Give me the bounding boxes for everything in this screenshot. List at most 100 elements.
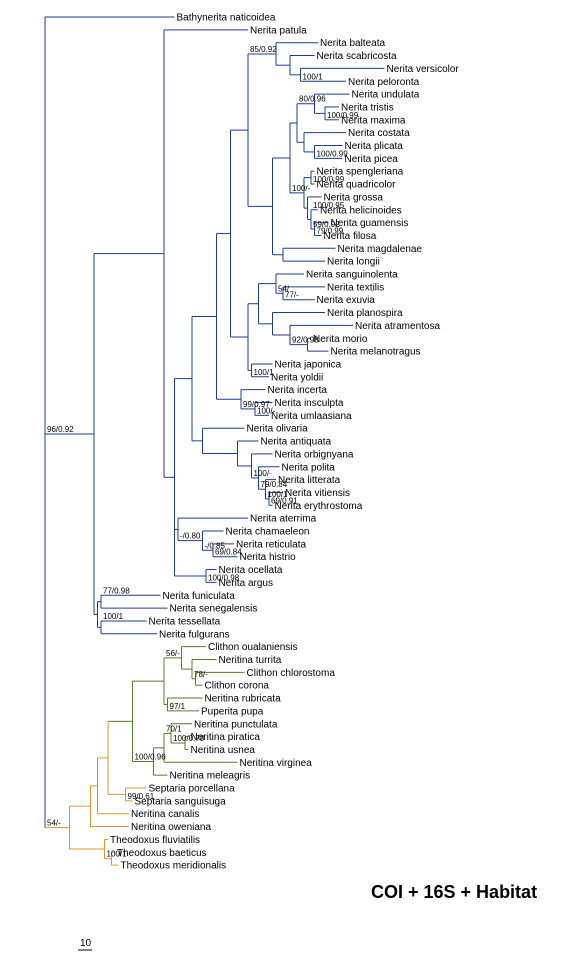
taxon-label: Neritina canalis xyxy=(131,809,199,820)
support-value: 100/1 xyxy=(254,368,275,377)
tree-branches xyxy=(44,16,385,866)
taxon-label: Nerita histrio xyxy=(240,552,297,563)
taxon-label: Nerita umlaasiana xyxy=(271,411,352,422)
taxon-label: Nerita chamaeleon xyxy=(226,527,310,538)
taxon-label: Neritina oweniana xyxy=(131,822,211,833)
taxon-label: Nerita filosa xyxy=(324,231,377,242)
support-value: 54/ xyxy=(278,284,290,293)
taxon-label: Nerita argus xyxy=(219,578,273,589)
taxon-label: Theodoxus fluviatilis xyxy=(110,835,200,846)
taxon-label: Nerita orbignyana xyxy=(275,449,354,460)
taxon-label: Bathynerita naticoidea xyxy=(177,13,276,24)
support-value: 100/1 xyxy=(303,72,324,81)
taxon-label: Nerita undulata xyxy=(352,90,420,101)
taxon-label: Nerita grossa xyxy=(324,192,384,203)
taxon-label: Nerita textilis xyxy=(327,282,384,293)
support-value: 85/0.92 xyxy=(250,45,277,54)
taxon-label: Nerita costata xyxy=(348,128,410,139)
taxon-label: Clithon corona xyxy=(205,681,270,692)
taxon-label: Nerita japonica xyxy=(275,359,342,370)
taxon-label: Nerita ocellata xyxy=(219,565,283,576)
support-value: 100/1 xyxy=(268,490,289,499)
support-value: -/0.85 xyxy=(205,541,226,550)
taxon-label: Nerita guamensis xyxy=(331,218,409,229)
support-value: 100/- xyxy=(292,184,311,193)
taxon-label: Neritina turrita xyxy=(219,655,282,666)
support-value: 54/- xyxy=(47,819,61,828)
support-value: 99/0.61 xyxy=(128,792,155,801)
support-value: 100/0.95 xyxy=(313,201,345,210)
support-value: 100/1 xyxy=(107,850,128,859)
taxon-label: Nerita tessellata xyxy=(149,616,221,627)
taxon-label: Nerita funiculata xyxy=(163,591,236,602)
taxon-label: Nerita patula xyxy=(250,25,307,36)
taxon-label: Nerita plicata xyxy=(345,141,404,152)
support-value: 70/1 xyxy=(166,724,182,733)
support-value: 59/0.92 xyxy=(313,220,340,229)
taxon-label: Nerita insculpta xyxy=(275,398,344,409)
taxon-label: Nerita antiquata xyxy=(261,437,332,448)
taxon-label: Nerita litterata xyxy=(278,475,341,486)
support-value: 100/0.78 xyxy=(173,734,205,743)
support-value: 92/0.98 xyxy=(292,336,319,345)
support-value: 79/0.99 xyxy=(317,226,344,235)
taxon-label: Nerita senegalensis xyxy=(170,604,258,615)
taxon-label: Neritina usnea xyxy=(191,745,256,756)
taxon-label: Nerita peloronta xyxy=(348,77,420,88)
taxon-label: Septaria sanguisuga xyxy=(135,796,227,807)
taxon-label: Nerita erythrostoma xyxy=(275,501,363,512)
taxon-label: Nerita yoldii xyxy=(271,372,323,383)
taxon-label: Nerita picea xyxy=(345,154,399,165)
taxon-label: Neritina punctulata xyxy=(194,719,278,730)
taxon-label: Neritina piratica xyxy=(191,732,261,743)
taxon-label: Clithon chlorostoma xyxy=(247,668,336,679)
taxon-label: Theodoxus meridionalis xyxy=(121,861,227,872)
taxon-label: Nerita vitiensis xyxy=(285,488,350,499)
taxon-label: Nerita aterrima xyxy=(250,514,317,525)
support-value: 69/0.91 xyxy=(271,496,298,505)
taxon-label: Nerita versicolor xyxy=(387,64,460,75)
support-value: 69/0.84 xyxy=(215,548,242,557)
taxon-label: Nerita fulgurans xyxy=(159,629,230,640)
support-value: 100/- xyxy=(254,469,273,478)
taxon-label: Septaria porcellana xyxy=(149,784,236,795)
support-value: 97/1 xyxy=(170,702,186,711)
taxon-label: Neritina virginea xyxy=(240,758,313,769)
support-value: 79/0.84 xyxy=(261,480,288,489)
taxon-label: Neritina meleagris xyxy=(170,771,251,782)
taxon-label: Nerita balteata xyxy=(320,38,385,49)
support-value: 100/0.99 xyxy=(317,149,349,158)
taxon-label: Clithon oualaniensis xyxy=(208,642,298,653)
support-value: 96/0.92 xyxy=(47,425,74,434)
support-value: 99/0.97 xyxy=(243,400,270,409)
support-value: 56/- xyxy=(166,649,180,658)
taxon-label: Nerita olivaria xyxy=(247,424,309,435)
taxon-label: Nerita longii xyxy=(327,257,380,268)
support-value: 100/- xyxy=(257,406,276,415)
taxon-label: Nerita helicinoides xyxy=(320,205,402,216)
support-value: 100/0.99 xyxy=(313,175,345,184)
support-value: 100/0.96 xyxy=(135,752,167,761)
taxon-label: Nerita sanguinolenta xyxy=(306,270,398,281)
taxon-label: Nerita exuvia xyxy=(317,295,376,306)
support-value: 78/- xyxy=(194,670,208,679)
taxon-label: Nerita maxima xyxy=(341,115,406,126)
taxon-label: Nerita incerta xyxy=(268,385,328,396)
support-value: 100/1 xyxy=(103,612,124,621)
taxon-label: Nerita atramentosa xyxy=(355,321,440,332)
taxon-label: Nerita scabricosta xyxy=(317,51,397,62)
support-value: 100/0.98 xyxy=(208,573,240,582)
support-value: -/0.80 xyxy=(180,532,201,541)
taxon-label: Nerita quadricolor xyxy=(317,180,397,191)
taxon-label: Nerita planospira xyxy=(327,308,403,319)
taxon-label: Nerita morio xyxy=(313,334,368,345)
support-value: 77/- xyxy=(285,291,299,300)
taxon-label: Neritina rubricata xyxy=(205,694,282,705)
taxon-label: Puperita pupa xyxy=(201,706,264,717)
taxon-label: Nerita reticulata xyxy=(236,539,306,550)
taxon-label: Nerita polita xyxy=(282,462,336,473)
support-value: 100/0.99 xyxy=(327,111,359,120)
taxon-label: Nerita magdalenae xyxy=(338,244,423,255)
taxon-label: Nerita tristis xyxy=(341,102,394,113)
